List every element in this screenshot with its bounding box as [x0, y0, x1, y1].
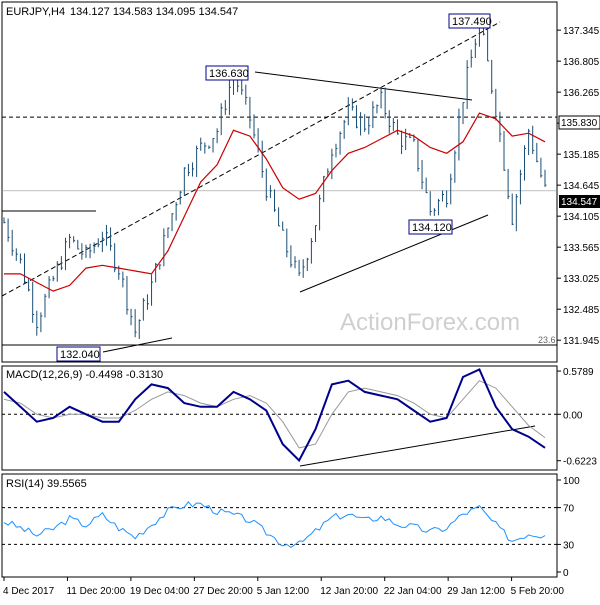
svg-text:137.490: 137.490: [452, 16, 492, 28]
label-level-line: 135.830: [558, 115, 600, 130]
x-tick-label: 19 Dec 04:00: [130, 586, 190, 597]
price-tick-label: 134.105: [563, 212, 600, 223]
price-axis: 137.345136.805136.265135.725135.185134.6…: [2, 26, 600, 347]
price-tick-label: 133.025: [563, 274, 600, 285]
price-tick-label: 136.805: [563, 57, 600, 68]
label-current-price: 134.547: [559, 195, 600, 208]
macd-panel-title: MACD(12,26,9) -0.4498 -0.3130: [6, 369, 163, 381]
price-tick-label: 135.185: [563, 150, 600, 161]
price-tick-label: 133.565: [563, 243, 600, 254]
macd-axis: 0.5789 0.00 -0.6223: [2, 367, 597, 468]
x-tick-label: 22 Jan 04:00: [384, 586, 442, 597]
macd-trendline: [299, 425, 536, 467]
rsi-panel-title: RSI(14) 39.5565: [6, 478, 87, 490]
rsi-tick-label: 0: [563, 568, 569, 579]
price-tick-label: 132.485: [563, 305, 600, 316]
x-tick-label: 5 Feb 20:00: [511, 586, 565, 597]
macd-tick-label: 0.00: [563, 410, 583, 421]
x-tick-label: 11 Dec 20:00: [66, 586, 125, 597]
svg-text:132.040: 132.040: [60, 349, 100, 361]
rsi-tick-label: 70: [563, 504, 575, 515]
watermark: ActionForex.com: [340, 309, 520, 336]
x-tick-label: 4 Dec 2017: [3, 586, 55, 597]
price-drawings: 23.6: [1, 21, 557, 353]
macd-line: [3, 368, 546, 463]
price-labels: 137.490 136.630 134.120 132.040 135.830 …: [56, 13, 600, 362]
trendline-rising-dashed: [1, 21, 501, 297]
macd-tick-label: -0.6223: [563, 457, 597, 468]
x-tick-label: 27 Dec 20:00: [193, 586, 253, 597]
x-tick-label: 12 Jan 20:00: [320, 586, 378, 597]
svg-text:134.120: 134.120: [412, 222, 452, 234]
price-tick-label: 134.645: [563, 181, 600, 192]
trendline-channel-bottom: [299, 214, 489, 293]
fib-label: 23.6: [538, 335, 556, 345]
x-tick-label: 29 Jan 12:00: [447, 586, 505, 597]
svg-text:135.830: 135.830: [561, 118, 598, 129]
price-tick-label: 137.345: [563, 26, 600, 37]
macd-tick-label: 0.5789: [563, 367, 594, 378]
label-high-peak: 137.490: [448, 13, 492, 29]
x-tick-label: 5 Jan 12:00: [257, 586, 310, 597]
rsi-panel-frame: [1, 473, 558, 578]
macd-signal-line: [3, 380, 546, 449]
label-jan-peak: 136.630: [205, 65, 249, 81]
price-tick-label: 136.265: [563, 88, 600, 99]
moving-average-line: [4, 112, 546, 292]
label-low: 134.120: [408, 219, 453, 235]
x-axis: 4 Dec 2017 11 Dec 20:00 19 Dec 04:00 27 Dec…: [3, 577, 564, 597]
price-panel-title: EURJPY,H4: [6, 6, 65, 18]
price-panel-ohlc: 134.127 134.583 134.095 134.547: [70, 6, 238, 18]
label-dec-low: 132.040: [56, 346, 101, 362]
svg-text:134.547: 134.547: [561, 197, 598, 208]
rsi-tick-label: 100: [563, 476, 580, 487]
trendline-channel-top: [254, 71, 473, 101]
svg-text:136.630: 136.630: [209, 68, 249, 80]
rsi-line: [3, 500, 546, 549]
rsi-tick-label: 30: [563, 540, 575, 551]
price-tick-label: 131.945: [563, 336, 600, 347]
